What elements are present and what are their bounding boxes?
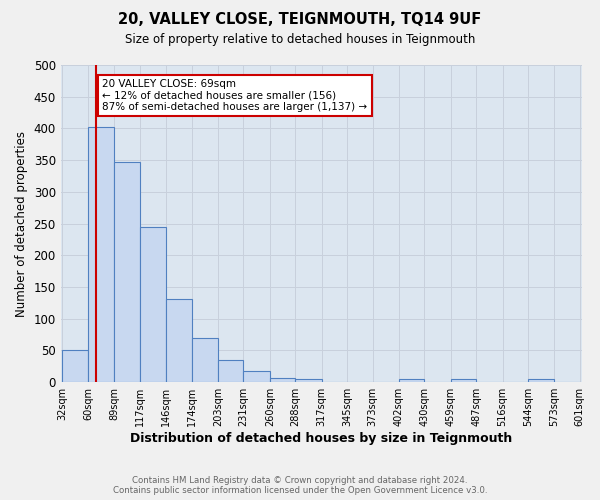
Bar	[191, 338, 218, 382]
Y-axis label: Number of detached properties: Number of detached properties	[15, 130, 28, 316]
Bar	[399, 379, 424, 382]
Bar	[115, 162, 140, 382]
Bar	[451, 379, 476, 382]
Bar	[528, 379, 554, 382]
Text: Contains HM Land Registry data © Crown copyright and database right 2024.
Contai: Contains HM Land Registry data © Crown c…	[113, 476, 487, 495]
Bar	[166, 299, 191, 382]
Bar	[295, 379, 322, 382]
Bar	[140, 227, 166, 382]
Bar	[244, 371, 270, 382]
X-axis label: Distribution of detached houses by size in Teignmouth: Distribution of detached houses by size …	[130, 432, 512, 445]
Bar	[62, 350, 88, 382]
Text: 20, VALLEY CLOSE, TEIGNMOUTH, TQ14 9UF: 20, VALLEY CLOSE, TEIGNMOUTH, TQ14 9UF	[118, 12, 482, 28]
Bar	[218, 360, 244, 382]
Text: Size of property relative to detached houses in Teignmouth: Size of property relative to detached ho…	[125, 32, 475, 46]
Text: 20 VALLEY CLOSE: 69sqm
← 12% of detached houses are smaller (156)
87% of semi-de: 20 VALLEY CLOSE: 69sqm ← 12% of detached…	[103, 79, 368, 112]
Bar	[270, 378, 295, 382]
Bar	[88, 126, 115, 382]
